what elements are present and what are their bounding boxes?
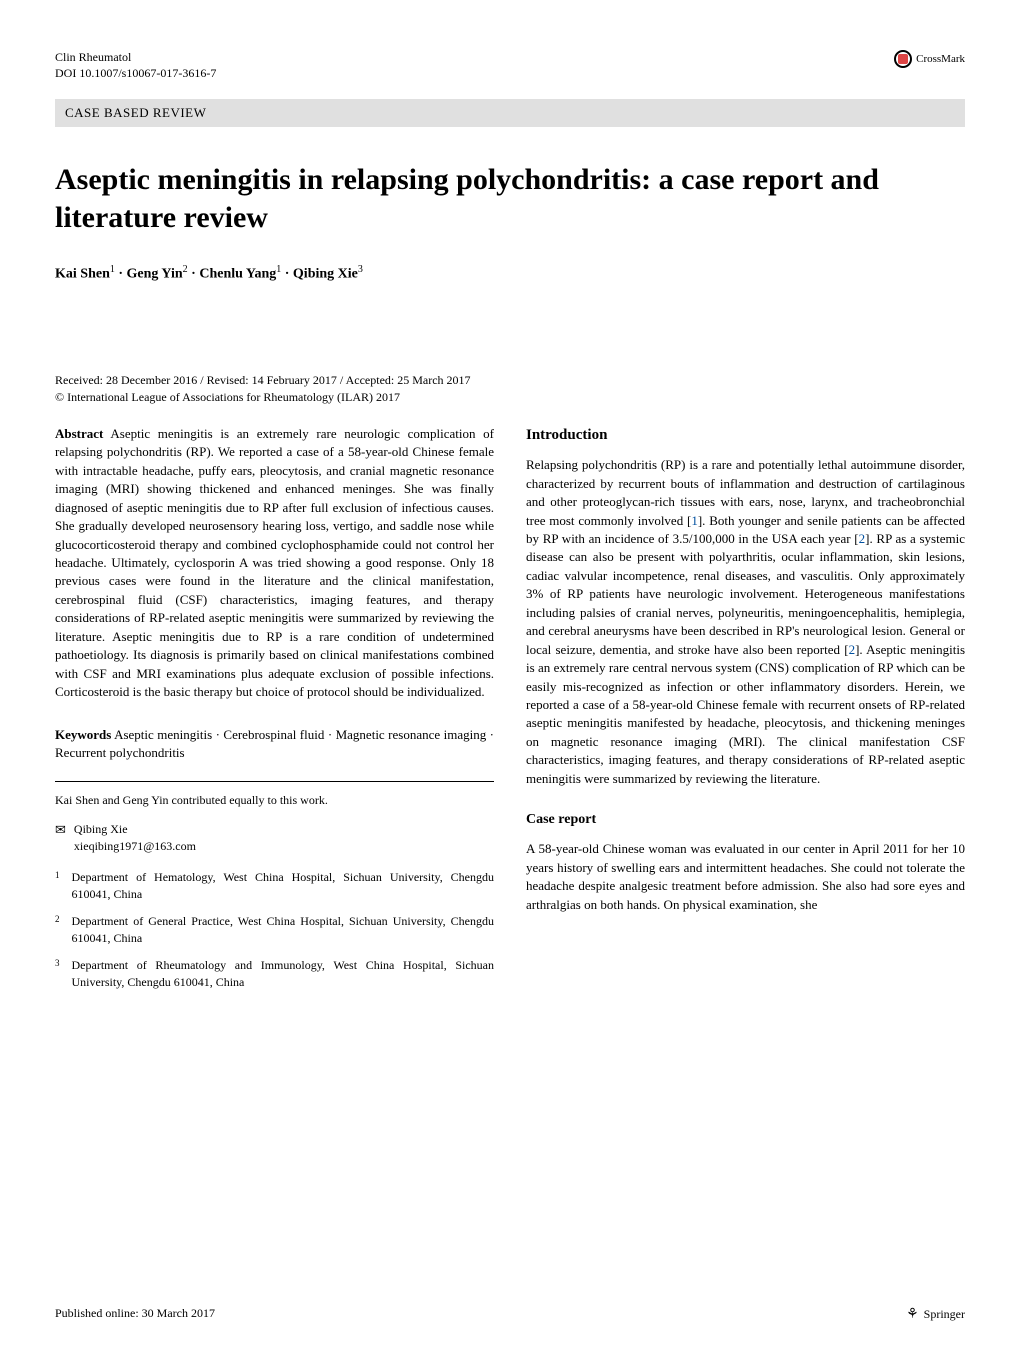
affiliation-2: 2 Department of General Practice, West C… [55,913,494,947]
mail-icon: ✉ [55,821,66,855]
two-column-layout: Abstract Aseptic meningitis is an extrem… [55,425,965,1001]
page-header: Clin Rheumatol DOI 10.1007/s10067-017-36… [55,50,965,81]
divider [55,781,494,782]
affil-3-text: Department of Rheumatology and Immunolog… [72,957,495,991]
page-footer: Published online: 30 March 2017 ⚘ Spring… [55,1306,965,1323]
published-online: Published online: 30 March 2017 [55,1306,215,1323]
contribution-note: Kai Shen and Geng Yin contributed equall… [55,792,494,809]
abstract-paragraph: Abstract Aseptic meningitis is an extrem… [55,425,494,702]
right-column: Introduction Relapsing polychondritis (R… [526,425,965,1001]
article-dates: Received: 28 December 2016 / Revised: 14… [55,373,965,388]
corr-email[interactable]: xieqibing1971@163.com [74,838,196,855]
publisher-badge: ⚘ Springer [906,1306,965,1323]
affil-2-text: Department of General Practice, West Chi… [72,913,495,947]
introduction-heading: Introduction [526,425,965,446]
author-4: Qibing Xie [293,267,358,282]
journal-name: Clin Rheumatol [55,50,216,66]
affil-1-text: Department of Hematology, West China Hos… [72,869,495,903]
affiliation-3: 3 Department of Rheumatology and Immunol… [55,957,494,991]
doi: DOI 10.1007/s10067-017-3616-7 [55,66,216,82]
authors-list: Kai Shen1 · Geng Yin2 · Chenlu Yang1 · Q… [55,264,965,283]
corresponding-author: ✉ Qibing Xie xieqibing1971@163.com [55,821,494,855]
author-2: Geng Yin [127,267,183,282]
author-1: Kai Shen [55,267,110,282]
copyright: © International League of Associations f… [55,390,965,405]
affiliation-1: 1 Department of Hematology, West China H… [55,869,494,903]
author-3: Chenlu Yang [199,267,276,282]
journal-info: Clin Rheumatol DOI 10.1007/s10067-017-36… [55,50,216,81]
intro-text-3: ]. RP as a systemic disease can also be … [526,531,965,657]
intro-text-4: ]. Aseptic meningitis is an extremely ra… [526,642,965,786]
author-2-affil: 2 [183,264,188,275]
crossmark-label: CrossMark [916,53,965,65]
keywords-label: Keywords [55,727,111,742]
affil-2-num: 2 [55,913,60,947]
keywords-block: Keywords Aseptic meningitis · Cerebrospi… [55,726,494,763]
author-3-affil: 1 [276,264,281,275]
abstract-label: Abstract [55,426,103,441]
crossmark-badge[interactable]: CrossMark [894,50,965,68]
affil-1-num: 1 [55,869,60,903]
springer-icon: ⚘ [906,1306,919,1323]
article-category: CASE BASED REVIEW [55,99,965,127]
publisher-name: Springer [924,1307,965,1322]
keywords-text: Aseptic meningitis · Cerebrospinal fluid… [55,727,494,760]
affil-3-num: 3 [55,957,60,991]
introduction-paragraph: Relapsing polychondritis (RP) is a rare … [526,456,965,788]
left-column: Abstract Aseptic meningitis is an extrem… [55,425,494,1001]
corr-name: Qibing Xie [74,821,196,838]
author-4-affil: 3 [358,264,363,275]
article-title: Aseptic meningitis in relapsing polychon… [55,161,965,236]
abstract-text: Aseptic meningitis is an extremely rare … [55,426,494,699]
case-report-heading: Case report [526,810,965,830]
crossmark-icon [894,50,912,68]
author-1-affil: 1 [110,264,115,275]
case-report-paragraph: A 58-year-old Chinese woman was evaluate… [526,840,965,914]
